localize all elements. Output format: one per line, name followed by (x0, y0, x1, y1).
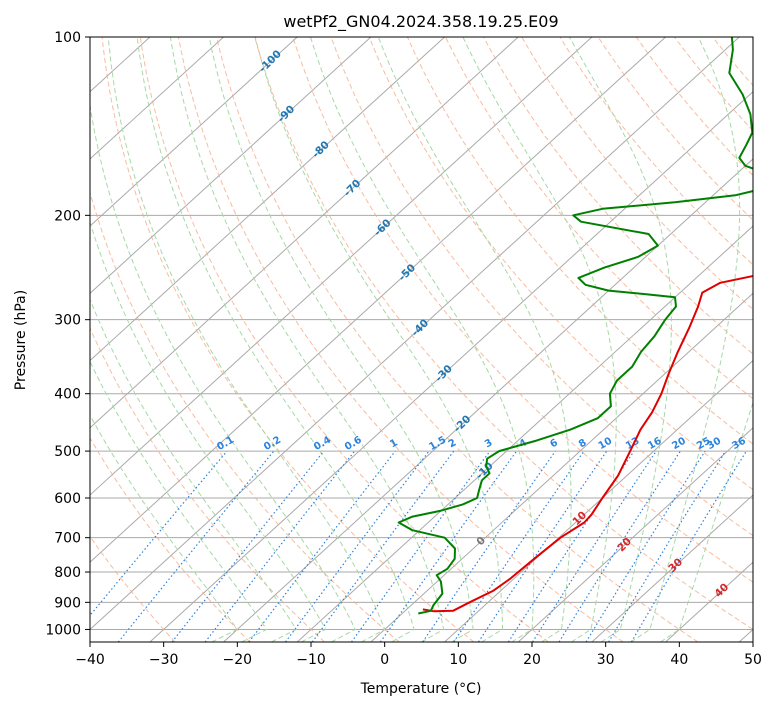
moist-adiabat-line (136, 37, 415, 642)
dry-adiabat-line (139, 37, 549, 642)
plot-frame (89, 36, 754, 643)
x-tick-label: −40 (75, 652, 105, 668)
isotherm-line (591, 494, 753, 642)
x-tick-label: 30 (597, 652, 615, 668)
mixing-ratio-line (453, 450, 585, 642)
mixing-ratio-line (248, 450, 396, 642)
y-tick-label: 500 (54, 444, 81, 460)
dry-adiabat-line (406, 37, 753, 445)
dry-adiabat-line (90, 437, 251, 642)
moist-adiabat-line (90, 414, 239, 642)
profile-lines (397, 37, 753, 615)
dry-adiabat-line (216, 37, 699, 642)
x-tick-label: 20 (523, 652, 541, 668)
isotherm-line (90, 37, 593, 496)
mixing-ratio-line (117, 450, 275, 642)
temperature-line (422, 274, 753, 613)
moist-adiabat-line (90, 360, 268, 642)
mixing-ratio-label: 1 (388, 437, 400, 450)
isotherm-line (517, 427, 753, 642)
background-lines (90, 37, 753, 642)
y-tick-label: 100 (54, 30, 81, 46)
mixing-ratio-label: 8 (577, 437, 589, 450)
mixing-ratio-line (558, 450, 681, 642)
y-tick-label: 1000 (45, 622, 81, 638)
moist-adiabat-line (90, 102, 356, 642)
dry-adiabat-line (101, 37, 475, 642)
moist-adiabat-line (660, 401, 753, 642)
moist-adiabat-line (310, 37, 535, 642)
moist-adiabat-line (169, 37, 445, 642)
moist-adiabat-line (107, 37, 386, 642)
isotherm-line (90, 37, 298, 227)
dewpoint-line (397, 37, 753, 615)
x-tick-label: −10 (296, 652, 326, 668)
y-tick-label: 300 (54, 313, 81, 329)
dry-adiabat-line (254, 37, 753, 630)
x-tick-label: −20 (223, 652, 253, 668)
moist-adiabat-line (90, 220, 327, 642)
y-tick-label: 700 (54, 531, 81, 547)
mixing-ratio-line (311, 450, 455, 642)
mixing-ratio-label: 6 (548, 437, 560, 450)
y-axis-label: Pressure (hPa) (13, 290, 29, 390)
y-tick-label: 200 (54, 208, 81, 224)
isotherm-line (370, 292, 753, 642)
x-tick-label: 40 (670, 652, 688, 668)
mixing-ratio-line (608, 450, 727, 642)
x-tick-label: 0 (380, 652, 389, 668)
isotherm-line (90, 37, 740, 631)
y-tick-label: 900 (54, 595, 81, 611)
y-tick-label: 800 (54, 565, 81, 581)
isotherm-line (90, 37, 666, 563)
isotherm-line (223, 158, 753, 642)
moist-adiabat-line (568, 37, 672, 642)
dry-adiabat-line (330, 37, 753, 537)
isotherm-line (90, 37, 372, 295)
y-tick-label: 600 (54, 491, 81, 507)
mixing-ratio-line (90, 450, 228, 617)
isotherm-line (90, 37, 445, 362)
x-tick-label: 50 (744, 652, 762, 668)
isotherm-line (90, 37, 519, 429)
x-tick-label: 10 (449, 652, 467, 668)
x-tick-label: −30 (149, 652, 179, 668)
mixing-ratio-line (351, 450, 491, 642)
chart-title: wetPf2_GN04.2024.358.19.25.E09 (283, 12, 558, 32)
moist-adiabat-line (630, 37, 741, 642)
isotherm-line (90, 37, 224, 160)
dry-adiabat-line (368, 37, 753, 491)
x-axis-label: Temperature (°C) (360, 681, 482, 697)
dry-adiabat-line (90, 190, 400, 642)
mixing-ratio-label: 3 (483, 437, 495, 450)
y-axis: 100 200 300 400 500 600 700 800 900 1000 (45, 30, 90, 638)
isotherm-line (149, 90, 753, 642)
mixing-ratio-label: 2 (447, 437, 459, 450)
mixing-ratio-line (379, 450, 518, 642)
mixing-ratio-line (285, 450, 430, 642)
moist-adiabat-line (208, 37, 474, 642)
mixing-ratio-line (422, 450, 556, 642)
mixing-ratio-line (171, 450, 325, 642)
moist-adiabat-line (254, 37, 503, 642)
y-tick-label: 400 (54, 387, 81, 403)
mixing-ratio-line (477, 450, 608, 642)
moist-adiabat-line (377, 37, 572, 642)
x-axis: −40 −30 −20 −10 0 10 20 30 40 50 (75, 642, 762, 668)
dry-adiabat-line (483, 37, 753, 355)
moist-adiabat-line (90, 298, 298, 642)
dry-adiabat-line (292, 37, 753, 583)
mixing-ratio-line (531, 450, 657, 642)
dry-adiabat-line (521, 37, 753, 310)
